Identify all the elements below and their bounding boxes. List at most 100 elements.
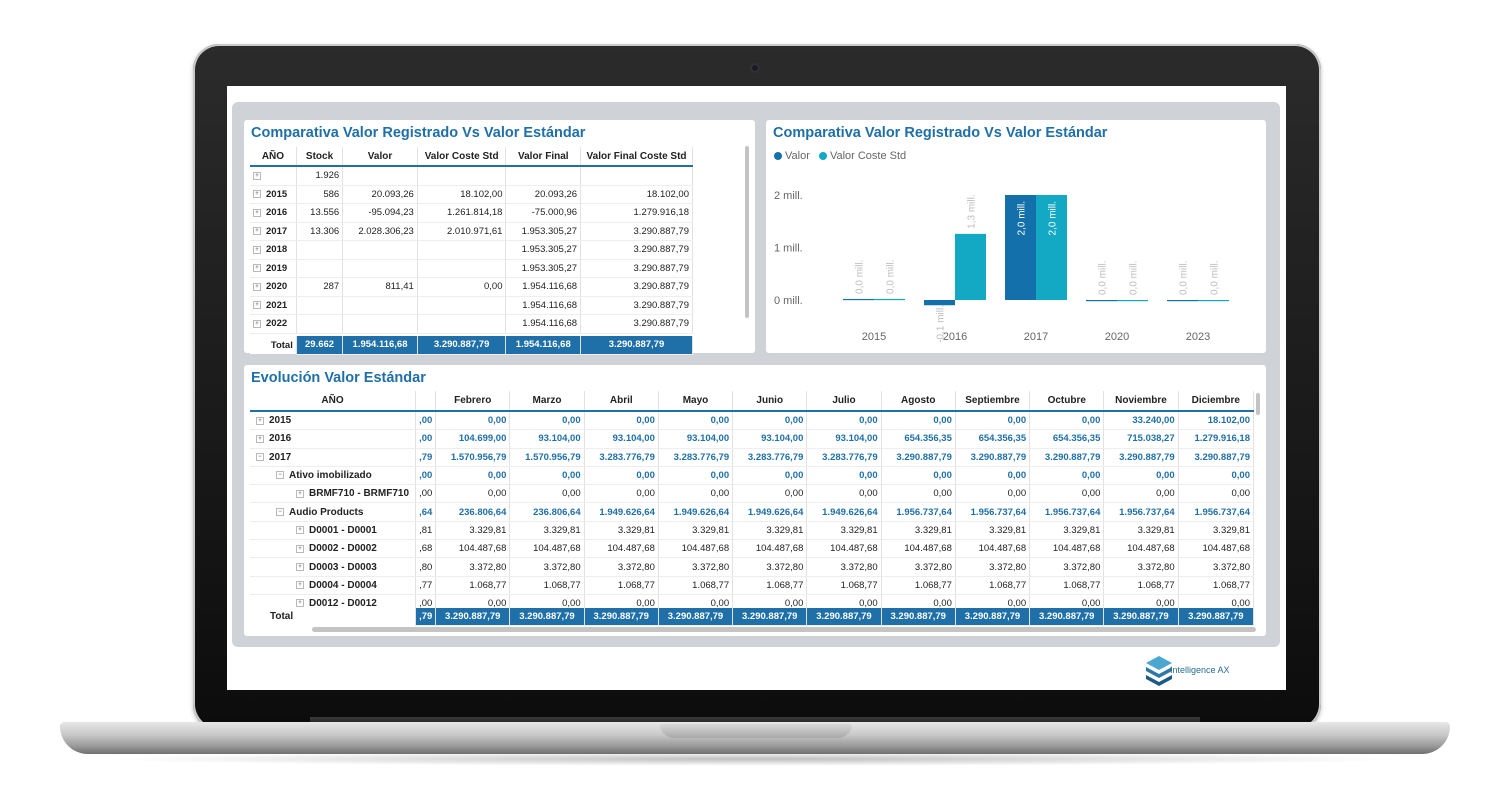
total-valor: 1.954.116,68 — [342, 336, 418, 355]
month-value-cell: 0,00 — [881, 484, 956, 504]
year-cell: + — [250, 166, 297, 186]
matrix-row: +2015,00 0,00 0,00 0,00 0,00 0,00 0,00 0,00 0,00… — [250, 411, 1255, 431]
month-header[interactable]: Agosto — [881, 391, 956, 412]
month-header[interactable]: Abril — [584, 391, 659, 412]
column-header[interactable]: AÑO — [250, 147, 297, 167]
bar-valor-coste-std[interactable] — [1036, 195, 1067, 300]
matrix-row: + D0012 - D0012,00 0,00 0,00 0,00 0,00 0,00 0,0… — [250, 594, 1255, 608]
expand-plus-icon[interactable]: + — [253, 301, 261, 310]
month-value-cell: 0,00 — [806, 594, 882, 608]
expand-plus-icon[interactable]: + — [296, 544, 304, 553]
month-value-cell: 0,00 — [1029, 466, 1105, 486]
month-value-cell: 0,00 — [1103, 484, 1179, 504]
row-label-cell: −2017 — [250, 448, 417, 467]
bar-valor-coste-std[interactable] — [1117, 300, 1148, 302]
month-header[interactable]: Marzo — [509, 391, 585, 412]
expand-plus-icon[interactable]: + — [253, 245, 261, 254]
row-header[interactable]: AÑO — [250, 391, 417, 412]
total-value-cell: 3.290.887,79 — [806, 608, 882, 627]
month-value-cell: 93.104,00 — [732, 429, 808, 449]
month-value-cell: 1.068,77 — [658, 576, 734, 595]
expand-plus-icon[interactable]: + — [296, 599, 304, 608]
expand-plus-icon[interactable]: + — [296, 489, 304, 498]
month-value-cell: 104.487,68 — [881, 539, 956, 559]
value-cell-valor-final-coste-std: 3.290.887,79 — [580, 296, 693, 315]
month-value-cell: 93.104,00 — [658, 429, 734, 449]
legend-item-valor-coste-std[interactable]: Valor Coste Std — [818, 150, 906, 162]
expand-plus-icon[interactable]: + — [253, 319, 261, 328]
data-label: 0,0 mill. — [1098, 261, 1109, 295]
month-value-cell: 0,00 — [1178, 466, 1255, 486]
month-value-cell: ,64 — [415, 502, 437, 522]
row-label-cell: + D0002 - D0002 — [250, 539, 417, 559]
month-value-cell: 104.699,00 — [435, 429, 511, 449]
month-header[interactable]: Noviembre — [1103, 391, 1179, 412]
month-header[interactable]: Julio — [806, 391, 882, 412]
x-tick-label: 2017 — [1024, 331, 1048, 343]
value-cell-valor-coste-std — [417, 314, 507, 334]
horizontal-scrollbar[interactable] — [312, 627, 1256, 632]
total-value-cell: 3.290.887,79 — [955, 608, 1031, 627]
expand-plus-icon[interactable]: + — [296, 581, 304, 590]
bar-valor-coste-std[interactable] — [874, 298, 905, 301]
legend-item-valor[interactable]: Valor — [774, 150, 810, 162]
bar-valor-coste-std[interactable] — [955, 233, 986, 300]
month-header[interactable]: Octubre — [1029, 391, 1105, 412]
value-cell-valor-final: 1.953.305,27 — [505, 240, 582, 260]
expand-plus-icon[interactable]: + — [296, 562, 304, 571]
value-cell-stock: 287 — [296, 277, 344, 297]
bar-valor[interactable] — [1005, 195, 1036, 300]
expand-plus-icon[interactable]: + — [253, 227, 261, 236]
x-tick-label: 2015 — [862, 331, 886, 343]
table-row: +2018 1.953.305,27 3.290.887,79 — [250, 240, 693, 260]
table-row: +1.926 — [250, 166, 693, 186]
row-label-cell: + D0012 - D0012 — [250, 594, 417, 608]
row-label: 2016 — [269, 433, 292, 445]
month-value-cell: 1.956.737,64 — [1103, 502, 1179, 522]
month-header[interactable]: Junio — [732, 391, 808, 412]
column-header[interactable]: Valor Coste Std — [417, 147, 507, 167]
month-header[interactable]: Febrero — [435, 391, 511, 412]
year-label: 2016 — [266, 207, 288, 219]
expand-plus-icon[interactable]: + — [256, 434, 264, 443]
month-value-cell: 3.372,80 — [1029, 557, 1105, 577]
value-cell-valor-coste-std — [417, 296, 507, 315]
total-value-cell: ,79 — [415, 608, 437, 627]
column-header[interactable]: Stock — [296, 147, 344, 167]
collapse-minus-icon[interactable]: − — [256, 453, 264, 462]
month-value-cell: ,81 — [415, 521, 437, 541]
expand-plus-icon[interactable]: + — [253, 208, 261, 217]
data-label: 1,3 mill. — [967, 194, 978, 228]
collapse-minus-icon[interactable]: − — [276, 471, 284, 480]
vertical-scrollbar[interactable] — [745, 146, 749, 318]
column-header[interactable]: Valor — [342, 147, 418, 167]
column-header[interactable]: Valor Final Coste Std — [580, 147, 693, 167]
collapse-minus-icon[interactable]: − — [276, 507, 284, 516]
bar-valor[interactable] — [1167, 300, 1198, 302]
bar-valor[interactable] — [1086, 300, 1117, 302]
expand-plus-icon[interactable]: + — [253, 190, 261, 199]
vertical-scrollbar[interactable] — [1256, 393, 1260, 415]
comparativa-table-viewport[interactable]: AÑO Stock Valor Valor Coste Std Valor Final V… — [250, 147, 695, 336]
bar-valor-coste-std[interactable] — [1198, 300, 1229, 302]
month-value-cell: 3.329,81 — [955, 521, 1031, 541]
total-valor-final-coste-std: 3.290.887,79 — [580, 336, 693, 355]
month-header[interactable]: .00 — [415, 391, 437, 412]
value-cell-valor-final-coste-std: 18.102,00 — [580, 185, 693, 204]
month-header[interactable]: Mayo — [658, 391, 734, 412]
month-value-cell: 3.372,80 — [955, 557, 1031, 577]
bar-valor[interactable] — [843, 298, 874, 301]
evolucion-table-viewport[interactable]: AÑO .00 Febrero Marzo Abril Mayo Junio Julio Ago… — [250, 391, 1258, 608]
month-header[interactable]: Septiembre — [955, 391, 1031, 412]
evolucion-table: AÑO .00 Febrero Marzo Abril Mayo Junio Julio Ago… — [250, 391, 1255, 608]
bar-valor[interactable] — [924, 300, 955, 306]
month-value-cell: 0,00 — [732, 411, 808, 431]
month-value-cell: 0,00 — [1029, 484, 1105, 504]
expand-plus-icon[interactable]: + — [253, 282, 261, 291]
month-header[interactable]: Diciembre — [1178, 391, 1255, 412]
column-header[interactable]: Valor Final — [505, 147, 582, 167]
expand-plus-icon[interactable]: + — [256, 416, 264, 425]
expand-plus-icon[interactable]: + — [296, 526, 304, 535]
expand-plus-icon[interactable]: + — [253, 264, 261, 273]
expand-plus-icon[interactable]: + — [253, 171, 261, 180]
